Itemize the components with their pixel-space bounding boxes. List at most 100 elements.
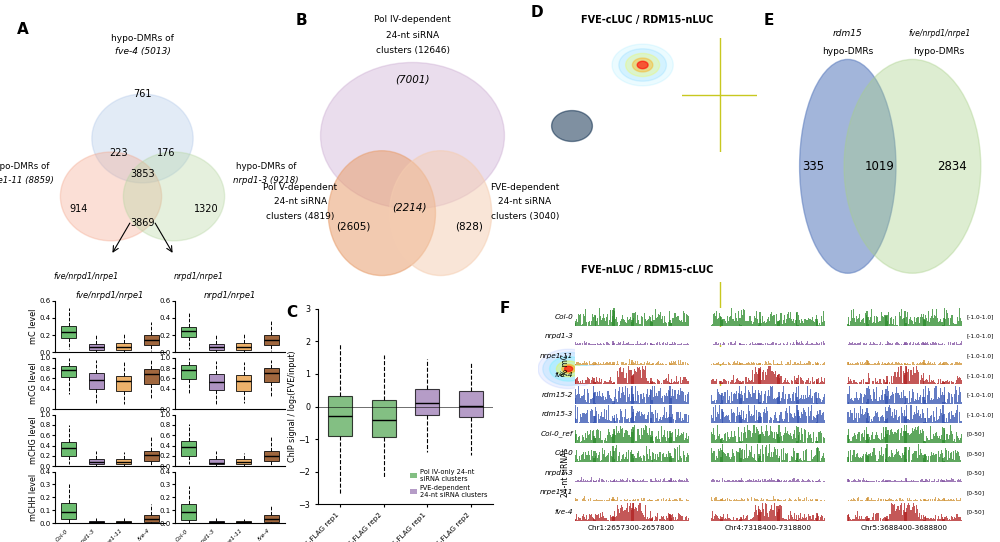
Bar: [936, 407, 937, 423]
Bar: [928, 441, 929, 443]
Text: [-1.0-1.0]: [-1.0-1.0]: [967, 412, 994, 417]
Bar: [715, 342, 716, 345]
Bar: [664, 430, 665, 443]
Bar: [648, 412, 649, 423]
Bar: [593, 317, 594, 326]
Bar: [870, 440, 871, 443]
Bar: [591, 514, 592, 521]
Bar: [883, 479, 884, 482]
Bar: [923, 397, 925, 404]
Bar: [652, 363, 653, 365]
PathPatch shape: [181, 365, 196, 379]
Bar: [794, 413, 795, 423]
Bar: [914, 429, 915, 443]
Bar: [747, 422, 748, 423]
Text: FVE-nLUC/
RDM15-cLUC: FVE-nLUC/ RDM15-cLUC: [723, 301, 754, 312]
Bar: [796, 342, 798, 345]
Bar: [673, 396, 674, 404]
Bar: [604, 381, 605, 384]
Bar: [930, 455, 931, 462]
Bar: [749, 520, 750, 521]
Bar: [907, 312, 908, 326]
Bar: [958, 438, 959, 443]
Bar: [628, 320, 629, 326]
Bar: [939, 398, 940, 404]
Bar: [777, 363, 778, 365]
Bar: [762, 446, 763, 462]
Bar: [719, 434, 720, 443]
Bar: [885, 419, 887, 423]
Bar: [716, 342, 717, 345]
Bar: [824, 481, 825, 482]
Bar: [932, 455, 933, 462]
Bar: [646, 419, 647, 423]
Text: [0-50]: [0-50]: [967, 509, 985, 514]
Bar: [879, 397, 880, 404]
Text: [0-50]: [0-50]: [967, 470, 985, 475]
Bar: [953, 519, 954, 521]
Text: rdm15: rdm15: [833, 29, 863, 38]
Bar: [742, 480, 743, 482]
Bar: [886, 517, 888, 521]
Bar: [661, 383, 662, 384]
Bar: [674, 390, 675, 404]
Bar: [951, 478, 952, 482]
Bar: [824, 437, 825, 443]
Bar: [749, 363, 750, 365]
Bar: [935, 386, 936, 404]
Bar: [718, 518, 719, 521]
Bar: [823, 363, 824, 365]
Bar: [645, 505, 646, 521]
Bar: [616, 344, 617, 345]
Bar: [802, 380, 803, 384]
Y-axis label: ChIP signal / log₂(FVE/input): ChIP signal / log₂(FVE/input): [288, 351, 297, 462]
Bar: [752, 416, 753, 423]
Bar: [904, 342, 905, 345]
Bar: [885, 315, 886, 326]
Bar: [863, 454, 864, 462]
Y-axis label: mC level: mC level: [29, 309, 38, 344]
Bar: [612, 383, 613, 384]
Bar: [902, 414, 903, 423]
Bar: [585, 400, 586, 404]
Bar: [586, 380, 587, 384]
Bar: [590, 325, 591, 326]
Bar: [954, 460, 955, 462]
Bar: [749, 411, 750, 423]
Bar: [759, 512, 761, 521]
Bar: [892, 362, 893, 365]
Bar: [885, 382, 887, 384]
Bar: [673, 441, 674, 443]
Bar: [761, 512, 762, 521]
Bar: [933, 380, 934, 384]
Bar: [801, 481, 802, 482]
Bar: [875, 363, 876, 365]
Bar: [575, 498, 576, 501]
Bar: [619, 387, 620, 404]
Bar: [670, 417, 672, 423]
Bar: [936, 432, 937, 443]
Bar: [942, 405, 944, 423]
Bar: [925, 500, 926, 501]
Bar: [644, 370, 645, 384]
Bar: [796, 453, 798, 462]
Bar: [810, 481, 811, 482]
Bar: [811, 450, 812, 462]
Text: FVE-nLUC/
cLUC: FVE-nLUC/ cLUC: [726, 365, 751, 376]
Bar: [951, 381, 952, 384]
Bar: [876, 344, 877, 345]
Text: Chr1:2657300-2657800: Chr1:2657300-2657800: [588, 525, 675, 532]
Bar: [605, 363, 606, 365]
Bar: [955, 324, 956, 326]
Bar: [718, 436, 719, 443]
Bar: [908, 419, 909, 423]
Bar: [647, 518, 648, 521]
Text: FVE-cLUC / RDM15-nLUC: FVE-cLUC / RDM15-nLUC: [581, 15, 714, 25]
Bar: [944, 308, 945, 326]
Bar: [853, 450, 854, 462]
Bar: [632, 313, 634, 326]
Bar: [658, 314, 659, 326]
Bar: [806, 343, 807, 345]
Text: 335: 335: [802, 160, 824, 173]
Bar: [795, 519, 796, 521]
